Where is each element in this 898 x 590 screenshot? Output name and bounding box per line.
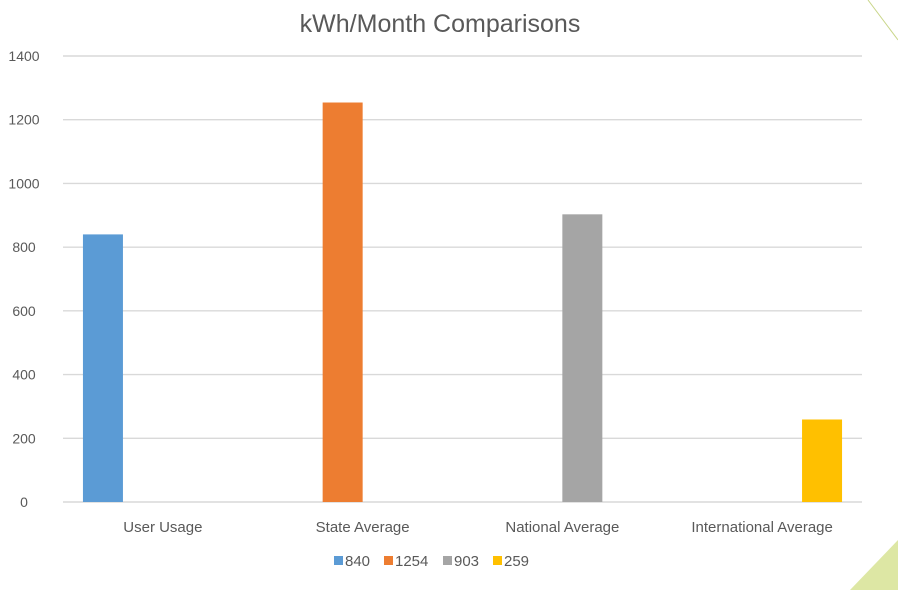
bar-national-average	[562, 214, 603, 502]
legend-swatch	[384, 556, 393, 565]
legend-swatch	[443, 556, 452, 565]
legend: 840 1254 903 259	[334, 553, 529, 570]
y-tick-label: 1000	[8, 175, 39, 191]
gridlines	[63, 55, 862, 503]
y-tick-label: 400	[12, 367, 36, 383]
legend-label: 903	[454, 553, 479, 570]
x-category-label: National Average	[505, 519, 619, 536]
bar-international-average	[802, 419, 843, 502]
decorative-corner-line-top	[867, 0, 898, 41]
legend-swatch	[493, 556, 502, 565]
bar-state-average	[322, 102, 363, 503]
x-axis-categories: User Usage State Average National Average I…	[123, 519, 833, 536]
bar-user-usage	[82, 234, 123, 502]
decorative-corner-triangle	[850, 540, 898, 590]
y-tick-label: 0	[20, 494, 28, 510]
y-tick-label: 200	[12, 430, 36, 446]
y-tick-label: 600	[12, 303, 36, 319]
y-tick-label: 800	[12, 239, 36, 255]
x-category-label: User Usage	[123, 519, 202, 536]
y-axis-ticks: 0 200 400 600 800 1000 1200 1400	[8, 48, 39, 510]
y-tick-label: 1400	[8, 48, 39, 64]
bars	[82, 102, 843, 503]
legend-label: 840	[345, 553, 370, 570]
y-tick-label: 1200	[8, 112, 39, 128]
legend-label: 1254	[395, 553, 428, 570]
legend-label: 259	[504, 553, 529, 570]
legend-swatch	[334, 556, 343, 565]
x-category-label: International Average	[691, 519, 833, 536]
x-category-label: State Average	[316, 519, 410, 536]
chart-title: kWh/Month Comparisons	[300, 10, 581, 38]
